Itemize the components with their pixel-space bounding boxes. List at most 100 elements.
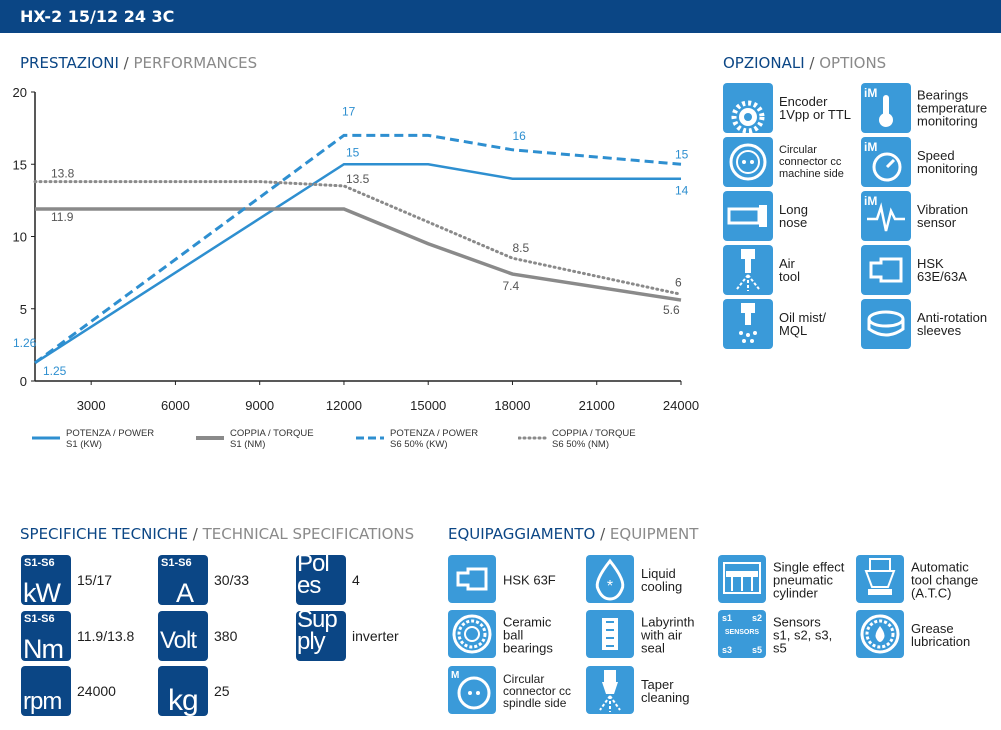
series-torque-s1 <box>35 207 682 302</box>
data-label: 8.5 <box>512 241 529 255</box>
air-tool-icon <box>723 245 773 295</box>
x-tick-label: 21000 <box>579 398 615 413</box>
equipment-sensors: s1 s2 SENSORS s3 s5 Sensors s1, s2, s3, … <box>718 610 848 660</box>
y-tick-label: 15 <box>13 157 27 172</box>
specs-title: SPECIFICHE TECNICHE / TECHNICAL SPECIFIC… <box>20 525 415 543</box>
equipment-label: HSK 63F <box>503 572 556 588</box>
sensors-icon: s1 s2 SENSORS s3 s5 <box>718 610 766 658</box>
performance-title-en: PERFORMANCES <box>133 54 258 72</box>
option-label: Long nose <box>779 202 808 230</box>
equipment-hsk: HSK 63F <box>448 555 578 605</box>
spec-value: 4 <box>352 572 360 588</box>
option-bearings-temperature: iM Bearings temperature monitoring <box>861 83 995 133</box>
data-label: 13.5 <box>346 172 370 186</box>
equipment-liquid-cooling: * Liquid cooling <box>586 555 716 605</box>
data-label: 14 <box>675 184 689 198</box>
legend-swatch-power-s6 <box>356 436 384 440</box>
x-tick-label: 18000 <box>494 398 530 413</box>
data-label: 17 <box>342 104 356 118</box>
spec-tag: S1-S6 <box>24 557 55 569</box>
option-air-tool: Air tool <box>723 245 857 295</box>
options-title: OPZIONALI / OPTIONS <box>723 54 887 72</box>
gear-icon <box>723 83 773 134</box>
liquid-cooling-icon: * <box>586 555 634 603</box>
equipment-label: Taper cleaning <box>641 677 690 705</box>
data-label: 16 <box>512 129 526 143</box>
equipment-label: Ceramic ball bearings <box>503 614 553 656</box>
option-circular-connector-machine: Circular connector cc machine side <box>723 137 857 187</box>
legend-sublabel: S1 (NM) <box>230 439 266 450</box>
equipment-taper-cleaning: Taper cleaning <box>586 666 716 716</box>
sensor-tag: s1 <box>722 613 733 623</box>
kw-icon: S1-S6 kW <box>21 555 71 605</box>
series-torque-s6 <box>33 180 683 296</box>
spec-value: 11.9/13.8 <box>77 628 135 644</box>
equipment-label: Automatic tool change (A.T.C) <box>911 559 979 601</box>
legend-label: COPPIA / TORQUE <box>552 428 636 439</box>
data-label: 1.26 <box>13 336 37 350</box>
labyrinth-icon <box>586 610 634 658</box>
bearing-icon <box>448 610 496 658</box>
option-label: HSK 63E/63A <box>917 256 967 284</box>
equipment-labyrinth: Labyrinth with air seal <box>586 610 716 660</box>
legend-swatch-power-s1 <box>32 436 60 440</box>
poles-icon: Pol es <box>296 555 346 605</box>
data-label: 11.9 <box>51 210 74 224</box>
series-power-s1 <box>34 163 681 364</box>
spec-tag: S1-S6 <box>24 613 55 625</box>
option-anti-rotation: Anti-rotation sleeves <box>861 299 995 349</box>
spec-symbol: Sup ply <box>297 611 338 655</box>
spec-value: 30/33 <box>214 572 250 588</box>
sensor-tag: s5 <box>751 645 762 655</box>
legend-label: POTENZA / POWER <box>66 428 155 439</box>
x-tick-label: 12000 <box>326 398 362 413</box>
x-tick-label: 3000 <box>77 398 106 413</box>
spec-symbol: Pol es <box>297 555 330 599</box>
spec-value: 24000 <box>77 683 116 699</box>
data-label: 15 <box>675 147 689 161</box>
header-bar: HX-2 15/12 24 3C <box>0 0 1001 33</box>
spec-symbol: rpm <box>23 688 62 715</box>
equipment-ceramic-bearings: Ceramic ball bearings <box>448 610 578 660</box>
tool-change-icon <box>856 555 904 603</box>
options-title-it: OPZIONALI <box>723 54 805 72</box>
legend-label: COPPIA / TORQUE <box>230 428 314 439</box>
x-tick-label: 9000 <box>245 398 274 413</box>
equipment-pneumatic-cylinder: Single effect pneumatic cylinder <box>718 555 848 605</box>
equipment-title-en: EQUIPMENT <box>609 525 699 543</box>
legend-sublabel: S1 (KW) <box>66 439 102 450</box>
equipment-label: Sensors s1, s2, s3, s5 <box>773 614 833 656</box>
equipment-label: Grease lubrication <box>911 621 971 649</box>
data-label: 6 <box>675 275 682 289</box>
volt-icon: Volt <box>158 611 208 661</box>
legend-label: POTENZA / POWER <box>390 428 479 439</box>
nm-icon: S1-S6 Nm <box>21 611 71 661</box>
spec-symbol: Volt <box>160 627 197 654</box>
x-tick-label: 24000 <box>663 398 699 413</box>
spec-tag: S1-S6 <box>161 557 192 569</box>
equipment-label: Labyrinth with air seal <box>641 614 695 656</box>
chart-legend: POTENZA / POWER S1 (KW) COPPIA / TORQUE … <box>30 428 700 458</box>
spec-value: 380 <box>214 628 238 644</box>
im-badge: iM <box>864 194 877 208</box>
data-label: 5.6 <box>663 303 680 317</box>
option-encoder: Encoder 1Vpp or TTL <box>723 83 857 134</box>
y-tick-label: 20 <box>13 85 27 100</box>
sensor-tag: SENSORS <box>724 629 760 636</box>
option-label: Encoder 1Vpp or TTL <box>779 94 852 122</box>
sensor-tag: s3 <box>722 645 733 655</box>
im-badge: iM <box>864 86 877 100</box>
equipment-label: Single effect pneumatic cylinder <box>773 559 845 601</box>
option-oil-mist: Oil mist/ MQL <box>723 299 857 349</box>
supply-icon: Sup ply <box>296 611 346 661</box>
option-label: Anti-rotation sleeves <box>917 310 988 338</box>
x-tick-label: 15000 <box>410 398 446 413</box>
spec-symbol: kg <box>168 684 199 716</box>
y-tick-label: 0 <box>20 374 27 389</box>
option-vibration-sensor: iM Vibration sensor <box>861 191 995 241</box>
legend-sublabel: S6 50% (NM) <box>552 439 610 450</box>
taper-cleaning-icon <box>586 666 634 714</box>
option-long-nose: Long nose <box>723 191 857 241</box>
performance-chart: 0 5 10 15 20 3000 6000 9000 12000 15000 18000 21000… <box>13 85 700 413</box>
performance-title: PRESTAZIONI / PERFORMANCES <box>20 54 258 72</box>
